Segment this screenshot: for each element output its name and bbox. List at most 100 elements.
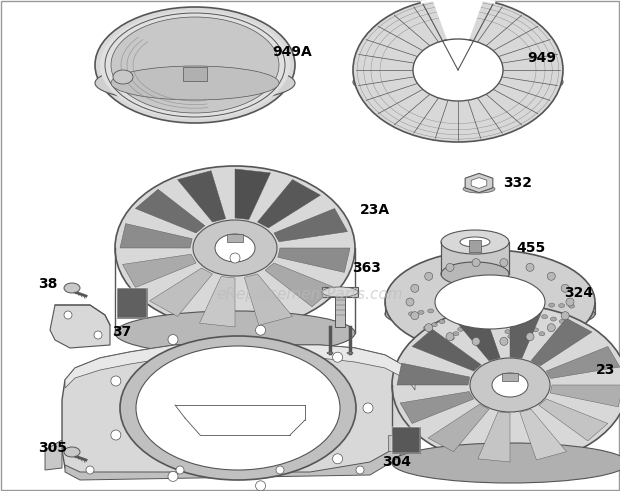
Circle shape [547,273,556,280]
Bar [322,287,358,297]
Polygon shape [412,329,481,371]
Polygon shape [400,391,474,424]
Polygon shape [120,223,192,248]
Circle shape [64,311,72,319]
Polygon shape [510,308,542,358]
Circle shape [168,334,178,345]
Circle shape [411,312,419,320]
Circle shape [168,471,178,481]
Ellipse shape [428,309,433,313]
Circle shape [472,337,480,345]
Circle shape [425,273,433,280]
Ellipse shape [418,310,424,314]
Text: 37: 37 [112,325,131,339]
Ellipse shape [115,311,355,355]
Ellipse shape [413,39,503,101]
Ellipse shape [64,283,80,293]
Ellipse shape [120,336,356,480]
Text: 304: 304 [382,455,411,469]
Ellipse shape [322,287,358,297]
Circle shape [111,376,121,386]
Polygon shape [539,399,608,441]
Bar [441,242,509,274]
Polygon shape [520,409,567,460]
Ellipse shape [113,70,133,84]
Ellipse shape [505,329,511,334]
Ellipse shape [439,320,445,324]
Circle shape [446,332,454,341]
Ellipse shape [111,17,279,113]
Polygon shape [278,248,350,273]
Ellipse shape [526,324,532,328]
Polygon shape [453,310,500,361]
Bar [117,288,147,318]
Ellipse shape [353,0,563,142]
Ellipse shape [385,296,595,332]
Polygon shape [531,318,592,366]
Bar [392,427,420,453]
Text: eReplacementParts.com: eReplacementParts.com [216,288,404,302]
Text: 324: 324 [564,286,593,300]
Circle shape [332,454,343,464]
Text: 23: 23 [596,363,616,377]
Ellipse shape [463,185,495,193]
Circle shape [500,337,508,345]
Ellipse shape [392,443,620,483]
Circle shape [86,466,94,474]
Ellipse shape [392,305,620,465]
Ellipse shape [549,303,555,307]
Polygon shape [65,345,415,390]
Circle shape [356,466,364,474]
Ellipse shape [460,237,490,247]
Bar [117,288,147,318]
Ellipse shape [136,346,340,470]
Ellipse shape [542,315,547,319]
Circle shape [406,298,414,306]
Ellipse shape [441,262,509,286]
Ellipse shape [409,312,415,316]
Text: 949A: 949A [272,45,312,59]
Polygon shape [235,169,270,219]
Ellipse shape [385,250,595,354]
Text: 455: 455 [516,241,545,255]
Bar [183,67,207,81]
Circle shape [111,430,121,440]
Ellipse shape [100,11,290,119]
Ellipse shape [115,166,355,330]
Polygon shape [177,171,226,222]
Bar [227,234,243,242]
Circle shape [561,312,569,320]
Ellipse shape [111,66,279,100]
Text: 949: 949 [527,51,556,65]
Ellipse shape [448,336,454,340]
Circle shape [526,263,534,272]
Polygon shape [478,412,510,462]
Ellipse shape [423,326,430,330]
Polygon shape [50,305,110,348]
Circle shape [94,331,102,339]
Bar [388,435,408,451]
Circle shape [425,324,433,332]
Ellipse shape [193,220,277,276]
Ellipse shape [458,327,464,331]
Circle shape [363,403,373,413]
Polygon shape [200,276,235,327]
Polygon shape [123,254,196,288]
Wedge shape [422,0,494,70]
Circle shape [547,324,556,332]
Ellipse shape [347,352,353,354]
Ellipse shape [511,339,516,343]
Ellipse shape [327,352,333,354]
Polygon shape [65,430,415,480]
Polygon shape [428,404,489,452]
Circle shape [446,263,454,272]
Ellipse shape [64,447,80,457]
Polygon shape [265,263,335,307]
Ellipse shape [559,303,565,307]
Ellipse shape [432,323,437,327]
Circle shape [176,466,184,474]
Circle shape [332,352,343,362]
Ellipse shape [569,304,575,308]
Circle shape [500,259,508,267]
Polygon shape [45,440,62,470]
